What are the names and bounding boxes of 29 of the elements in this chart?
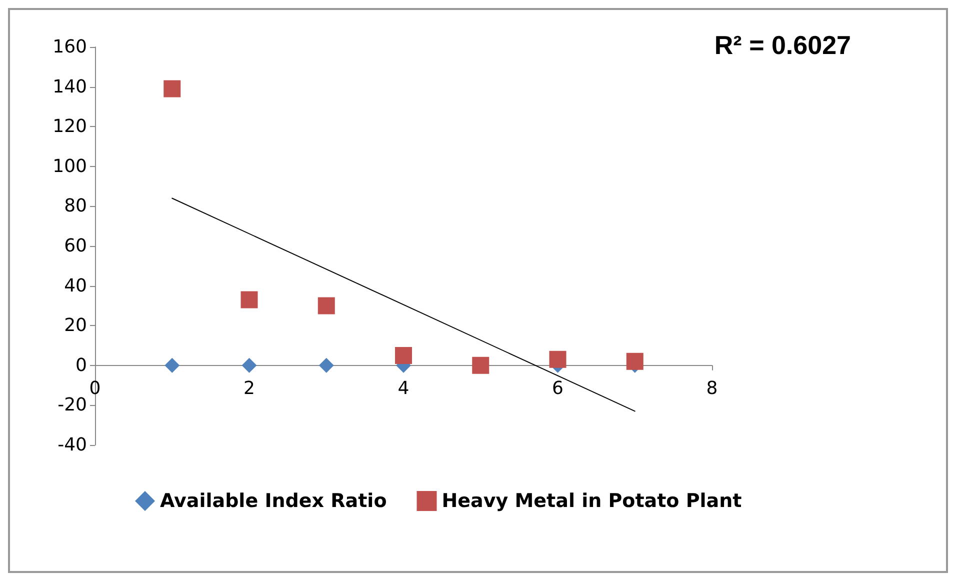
y-tick-label: 60: [64, 236, 87, 256]
point: [318, 297, 335, 314]
y-tick-label: -20: [58, 394, 87, 416]
y-tick-label: 100: [52, 156, 87, 177]
point: [242, 358, 257, 373]
legend-label: Available Index Ratio: [160, 490, 387, 512]
y-tick-label: 160: [52, 36, 87, 58]
point: [395, 346, 412, 364]
x-tick-label: 0: [89, 378, 101, 399]
x-tick-label: 8: [706, 378, 718, 399]
y-tick-label: 120: [52, 116, 87, 138]
point: [164, 358, 180, 373]
x-tick-label: 6: [552, 378, 564, 399]
point: [318, 358, 334, 373]
point: [472, 356, 490, 374]
y-tick-label: -40: [58, 434, 87, 456]
x-tick-label: 2: [244, 378, 255, 399]
point: [626, 352, 644, 370]
legend-label: Heavy Metal in Potato Plant: [442, 490, 742, 512]
point: [164, 80, 181, 98]
point: [240, 291, 258, 308]
point: [549, 350, 566, 368]
y-tick-label: 140: [52, 76, 87, 98]
x-tick-label: 4: [398, 378, 410, 399]
y-tick-label: 0: [76, 354, 87, 376]
y-tick-label: 80: [64, 196, 87, 217]
text: R² = 0.6027: [714, 30, 852, 60]
y-tick-label: 40: [64, 275, 87, 296]
y-tick-label: 20: [64, 315, 87, 336]
